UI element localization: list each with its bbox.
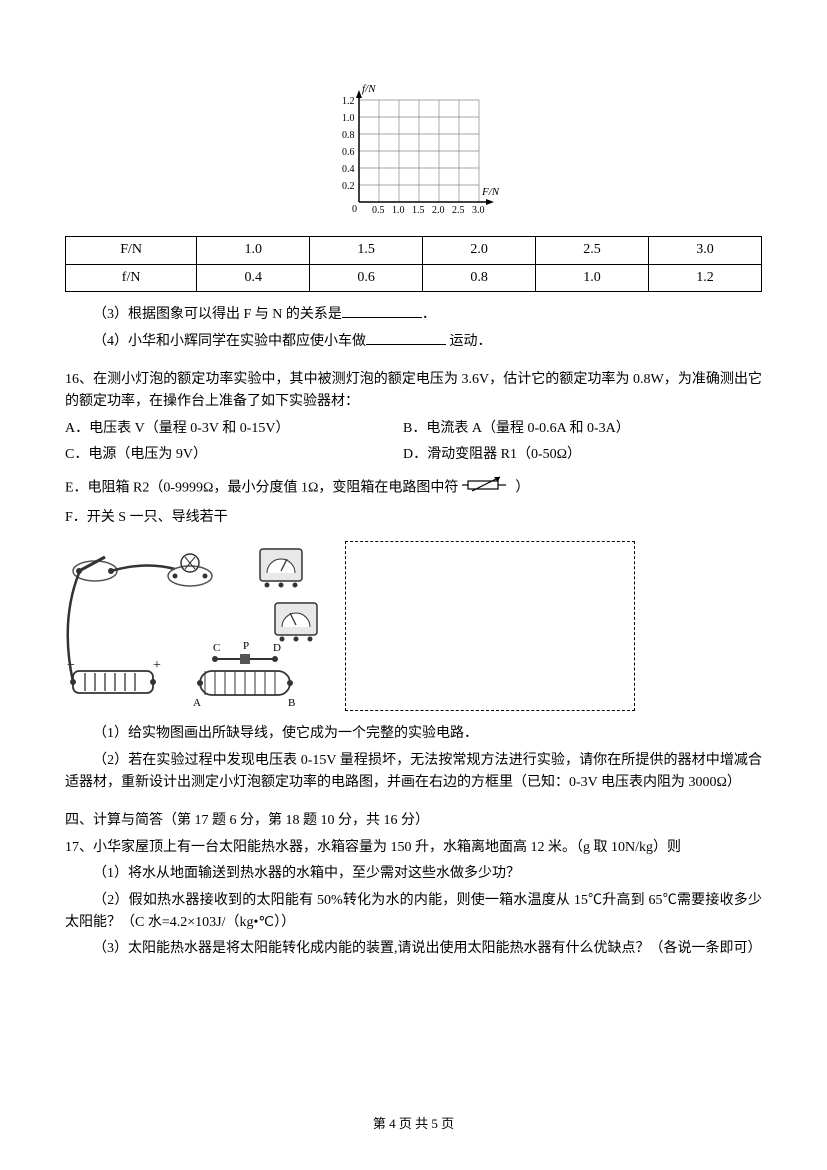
table-row: f/N 0.4 0.6 0.8 1.0 1.2: [66, 264, 762, 291]
circuit-design-box[interactable]: [345, 541, 635, 711]
q16-optA: A．电压表 V（量程 0-3V 和 0-15V）: [65, 418, 400, 440]
svg-text:2.5: 2.5: [452, 205, 465, 216]
svg-text:A: A: [193, 697, 201, 709]
resistor-box-symbol-icon: [462, 475, 512, 501]
svg-text:1.5: 1.5: [412, 205, 425, 216]
q16-optF: F．开关 S 一只、导线若干: [65, 507, 762, 529]
cell: 0.6: [310, 264, 423, 291]
cell: 0.4: [197, 264, 310, 291]
q16-optE: E．电阻箱 R2（0-9999Ω，最小分度值 1Ω，变阻箱在电路图中符 ）: [65, 475, 762, 501]
q3-suffix: ．: [422, 307, 436, 322]
q17-sub1: （1）将水从地面输送到热水器的水箱中，至少需对这些水做多少功？: [65, 863, 762, 885]
cell: 0.8: [423, 264, 536, 291]
q16-sub1: （1）给实物图画出所缺导线，使它成为一个完整的实验电路．: [65, 723, 762, 745]
q4-suffix: 运动．: [446, 334, 492, 349]
q4-prefix: （4）小华和小辉同学在实验中都应使小车做: [93, 334, 366, 349]
cell: 3.0: [649, 237, 762, 264]
chart-svg: f/N: [324, 80, 504, 220]
svg-text:0.4: 0.4: [342, 164, 355, 175]
blank-fill[interactable]: [366, 331, 446, 345]
cell: F/N: [66, 237, 197, 264]
svg-text:B: B: [288, 697, 295, 709]
circuit-row: − + C P D A B: [65, 541, 762, 711]
cell: 2.0: [423, 237, 536, 264]
friction-data-table: F/N 1.0 1.5 2.0 2.5 3.0 f/N 0.4 0.6 0.8 …: [65, 236, 762, 292]
cell: 1.0: [197, 237, 310, 264]
page-footer: 第 4 页 共 5 页: [0, 1114, 827, 1135]
svg-text:1.0: 1.0: [392, 205, 405, 216]
blank-fill[interactable]: [342, 304, 422, 318]
cell: 1.2: [649, 264, 762, 291]
y-axis-label: f/N: [362, 83, 376, 95]
question-3: （3）根据图象可以得出 F 与 N 的关系是 ．: [65, 304, 762, 326]
question-4: （4）小华和小辉同学在实验中都应使小车做 运动．: [65, 331, 762, 353]
table-row: F/N 1.0 1.5 2.0 2.5 3.0: [66, 237, 762, 264]
svg-text:3.0: 3.0: [472, 205, 485, 216]
cell: 1.0: [536, 264, 649, 291]
q16-optB: B．电流表 A（量程 0-0.6A 和 0-3A）: [403, 421, 630, 436]
svg-text:0.6: 0.6: [342, 147, 355, 158]
q16-optE-pre: E．电阻箱 R2（0-9999Ω，最小分度值 1Ω，变阻箱在电路图中符: [65, 480, 458, 495]
q16-options-row1: A．电压表 V（量程 0-3V 和 0-15V） B．电流表 A（量程 0-0.…: [65, 418, 762, 440]
q17-sub3: （3）太阳能热水器是将太阳能转化成内能的装置,请说出使用太阳能热水器有什么优缺点…: [65, 938, 762, 960]
q16-options-row2: C．电源（电压为 9V） D．滑动变阻器 R1（0-50Ω）: [65, 444, 762, 466]
q16-optD: D．滑动变阻器 R1（0-50Ω）: [403, 447, 581, 462]
cell: f/N: [66, 264, 197, 291]
cell: 2.5: [536, 237, 649, 264]
svg-text:1.2: 1.2: [342, 96, 355, 107]
svg-text:0: 0: [352, 204, 357, 215]
svg-text:C: C: [213, 642, 220, 654]
x-axis-label: F/N: [481, 186, 500, 198]
q3-prefix: （3）根据图象可以得出 F 与 N 的关系是: [93, 307, 342, 322]
svg-text:0.5: 0.5: [372, 205, 385, 216]
q17-sub2: （2）假如热水器接收到的太阳能有 50%转化为水的内能，则使一箱水温度从 15℃…: [65, 890, 762, 935]
q16-intro: 16、在测小灯泡的额定功率实验中，其中被测灯泡的额定电压为 3.6V，估计它的额…: [65, 369, 762, 414]
friction-chart: f/N: [65, 80, 762, 228]
svg-text:2.0: 2.0: [432, 205, 445, 216]
cell: 1.5: [310, 237, 423, 264]
section4-title: 四、计算与简答（第 17 题 6 分，第 18 题 10 分，共 16 分）: [65, 810, 762, 832]
svg-text:1.0: 1.0: [342, 113, 355, 124]
circuit-physical-diagram: − + C P D A B: [65, 541, 325, 711]
q16-sub2: （2）若在实验过程中发现电压表 0-15V 量程损坏，无法按常规方法进行实验，请…: [65, 750, 762, 795]
svg-text:+: +: [153, 658, 161, 673]
svg-text:0.2: 0.2: [342, 181, 355, 192]
q16-optE-post: ）: [515, 480, 529, 495]
q16-optC: C．电源（电压为 9V）: [65, 444, 400, 466]
q17-intro: 17、小华家屋顶上有一台太阳能热水器，水箱容量为 150 升，水箱离地面高 12…: [65, 837, 762, 859]
svg-text:P: P: [243, 640, 249, 652]
svg-text:0.8: 0.8: [342, 130, 355, 141]
svg-text:D: D: [273, 642, 281, 654]
